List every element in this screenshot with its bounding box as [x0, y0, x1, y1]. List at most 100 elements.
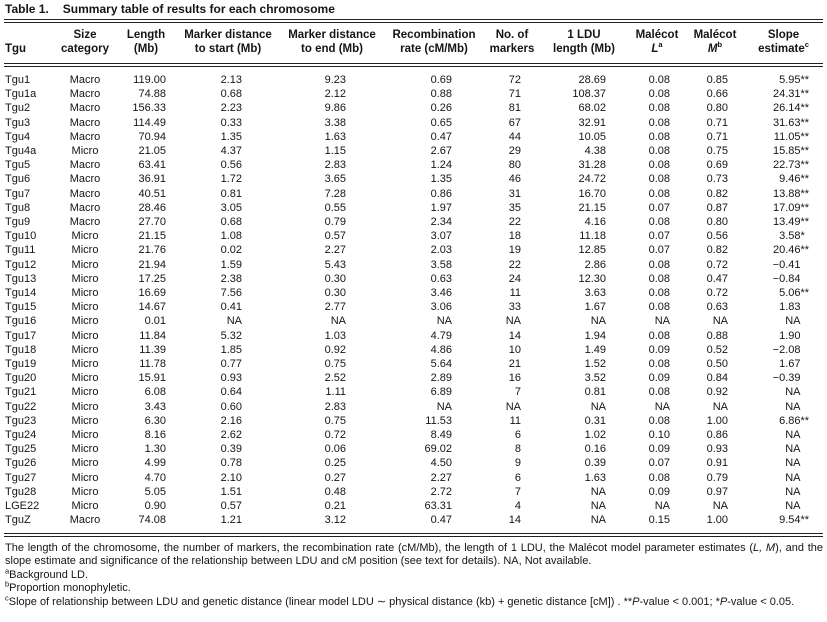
- cell-mdend: 3.12: [324, 514, 346, 527]
- cell-mm: 1.00: [706, 414, 728, 427]
- cell-mdend: 2.12: [324, 88, 346, 101]
- cell-mm: 0.66: [706, 88, 728, 101]
- cell-markers: 31: [508, 187, 521, 200]
- cell-mdstart: 1.72: [220, 173, 242, 186]
- cell-mdend: 0.30: [324, 287, 346, 300]
- cell-mm: 0.82: [706, 244, 728, 257]
- cell-length: 6.08: [144, 386, 166, 399]
- cell-recomb: 2.03: [430, 244, 452, 257]
- cell-slope: NA: [785, 443, 801, 456]
- cell-length: 0.01: [144, 315, 166, 328]
- cell-mdend: 9.86: [324, 102, 346, 115]
- cell-recomb: 4.50: [430, 457, 452, 470]
- cell-mdstart: 3.05: [220, 201, 242, 214]
- col-header-length: Length (Mb): [126, 29, 166, 55]
- cell-slope: 24.31**: [772, 88, 810, 101]
- cell-length: 14.67: [138, 301, 166, 314]
- cell-markers: 19: [508, 244, 521, 257]
- cell-mdend: 1.15: [324, 145, 346, 158]
- cell-mdend: 2.83: [324, 400, 346, 413]
- cell-tgu: Tgu20: [5, 372, 37, 385]
- cell-mdend: 2.83: [324, 159, 346, 172]
- cell-mdstart: 0.60: [220, 400, 242, 413]
- table-row: Tgu6 Macro 36.91 1.72 3.65 1.35 46 24.72 0.08 0.7…: [4, 172, 823, 186]
- table-row: Tgu7 Macro 40.51 0.81 7.28 0.86 31 16.70 0.08 0.8…: [4, 187, 823, 201]
- cell-tgu: Tgu25: [5, 443, 37, 456]
- cell-slope: 13.88**: [772, 187, 810, 200]
- cell-slope: NA: [785, 400, 801, 413]
- table-row: Tgu19 Micro 11.78 0.77 0.75 5.64 21 1.52 0.08 0.5…: [4, 357, 823, 371]
- footnote: cSlope of relationship between LDU and g…: [5, 593, 795, 608]
- cell-mdstart: 0.02: [220, 244, 242, 257]
- cell-mm: 0.71: [706, 130, 728, 143]
- cell-recomb: 1.35: [430, 173, 452, 186]
- cell-ml: 0.07: [648, 201, 670, 214]
- rule-under-header: [4, 63, 823, 67]
- cell-ldu: 4.38: [584, 145, 606, 158]
- cell-length: 21.94: [138, 258, 166, 271]
- cell-length: 70.94: [138, 130, 166, 143]
- cell-markers: 16: [508, 372, 521, 385]
- cell-tgu: Tgu4a: [5, 145, 37, 158]
- cell-recomb: 5.64: [430, 358, 452, 371]
- cell-ldu: 32.91: [578, 116, 606, 129]
- rule-top: [4, 19, 823, 23]
- cell-markers: 35: [508, 201, 521, 214]
- cell-size: Macro: [69, 88, 101, 101]
- cell-mdstart: 1.21: [220, 514, 242, 527]
- cell-ml: NA: [654, 500, 670, 513]
- cell-ml: 0.08: [648, 159, 670, 172]
- table-row: Tgu25 Micro 1.30 0.39 0.06 69.02 8 0.16 0.09 0.93…: [4, 442, 823, 456]
- cell-mdend: 0.25: [324, 457, 346, 470]
- cell-markers: 22: [508, 258, 521, 271]
- cell-ldu: 4.16: [584, 216, 606, 229]
- cell-length: 156.33: [132, 102, 166, 115]
- cell-ldu: 11.18: [579, 230, 606, 243]
- cell-size: Micro: [71, 301, 99, 314]
- cell-markers: 4: [514, 500, 521, 513]
- cell-slope: 15.85**: [772, 145, 810, 158]
- cell-size: Micro: [71, 386, 99, 399]
- cell-mdstart: 0.78: [220, 457, 242, 470]
- cell-length: 36.91: [138, 173, 166, 186]
- cell-mdend: 0.92: [324, 343, 346, 356]
- cell-size: Micro: [71, 329, 99, 342]
- cell-ldu: 28.69: [578, 74, 606, 86]
- cell-size: Micro: [71, 485, 99, 498]
- cell-length: 17.25: [138, 272, 166, 285]
- cell-markers: 29: [508, 145, 521, 158]
- cell-tgu: Tgu1: [5, 74, 31, 86]
- cell-mdstart: 2.38: [220, 272, 242, 285]
- cell-size: Micro: [71, 471, 99, 484]
- cell-tgu: Tgu9: [5, 216, 31, 229]
- table-row: Tgu4 Macro 70.94 1.35 1.63 0.47 44 10.05 0.08 0.7…: [4, 130, 823, 144]
- cell-size: Micro: [71, 500, 99, 513]
- cell-recomb: 69.02: [424, 443, 452, 456]
- cell-size: Micro: [71, 315, 99, 328]
- cell-mm: NA: [712, 315, 728, 328]
- cell-ml: 0.08: [648, 358, 670, 371]
- cell-mdend: NA: [330, 315, 346, 328]
- cell-slope: −0.84: [772, 272, 801, 285]
- cell-tgu: Tgu1a: [5, 88, 37, 101]
- cell-markers: 11: [509, 287, 521, 300]
- cell-mdstart: 1.35: [220, 130, 242, 143]
- cell-mm: 0.87: [706, 201, 728, 214]
- col-header-mm: Malécot Mb: [693, 29, 737, 55]
- cell-markers: 14: [508, 329, 521, 342]
- cell-mdend: 0.30: [324, 272, 346, 285]
- cell-recomb: NA: [436, 315, 452, 328]
- cell-length: 3.43: [144, 400, 166, 413]
- cell-ml: 0.08: [648, 116, 670, 129]
- cell-mdstart: 2.13: [220, 74, 242, 86]
- cell-size: Macro: [69, 514, 101, 527]
- footnote: aBackground LD.: [5, 566, 89, 581]
- footnote: The length of the chromosome, the number…: [5, 541, 823, 568]
- cell-mdstart: 4.37: [220, 145, 242, 158]
- table-row: Tgu27 Micro 4.70 2.10 0.27 2.27 6 1.63 0.08 0.79 N…: [4, 471, 823, 485]
- cell-markers: 80: [508, 159, 521, 172]
- table-row: Tgu24 Micro 8.16 2.62 0.72 8.49 6 1.02 0.10 0.86 N…: [4, 428, 823, 442]
- cell-tgu: Tgu13: [5, 272, 37, 285]
- cell-slope: −0.39: [772, 372, 801, 385]
